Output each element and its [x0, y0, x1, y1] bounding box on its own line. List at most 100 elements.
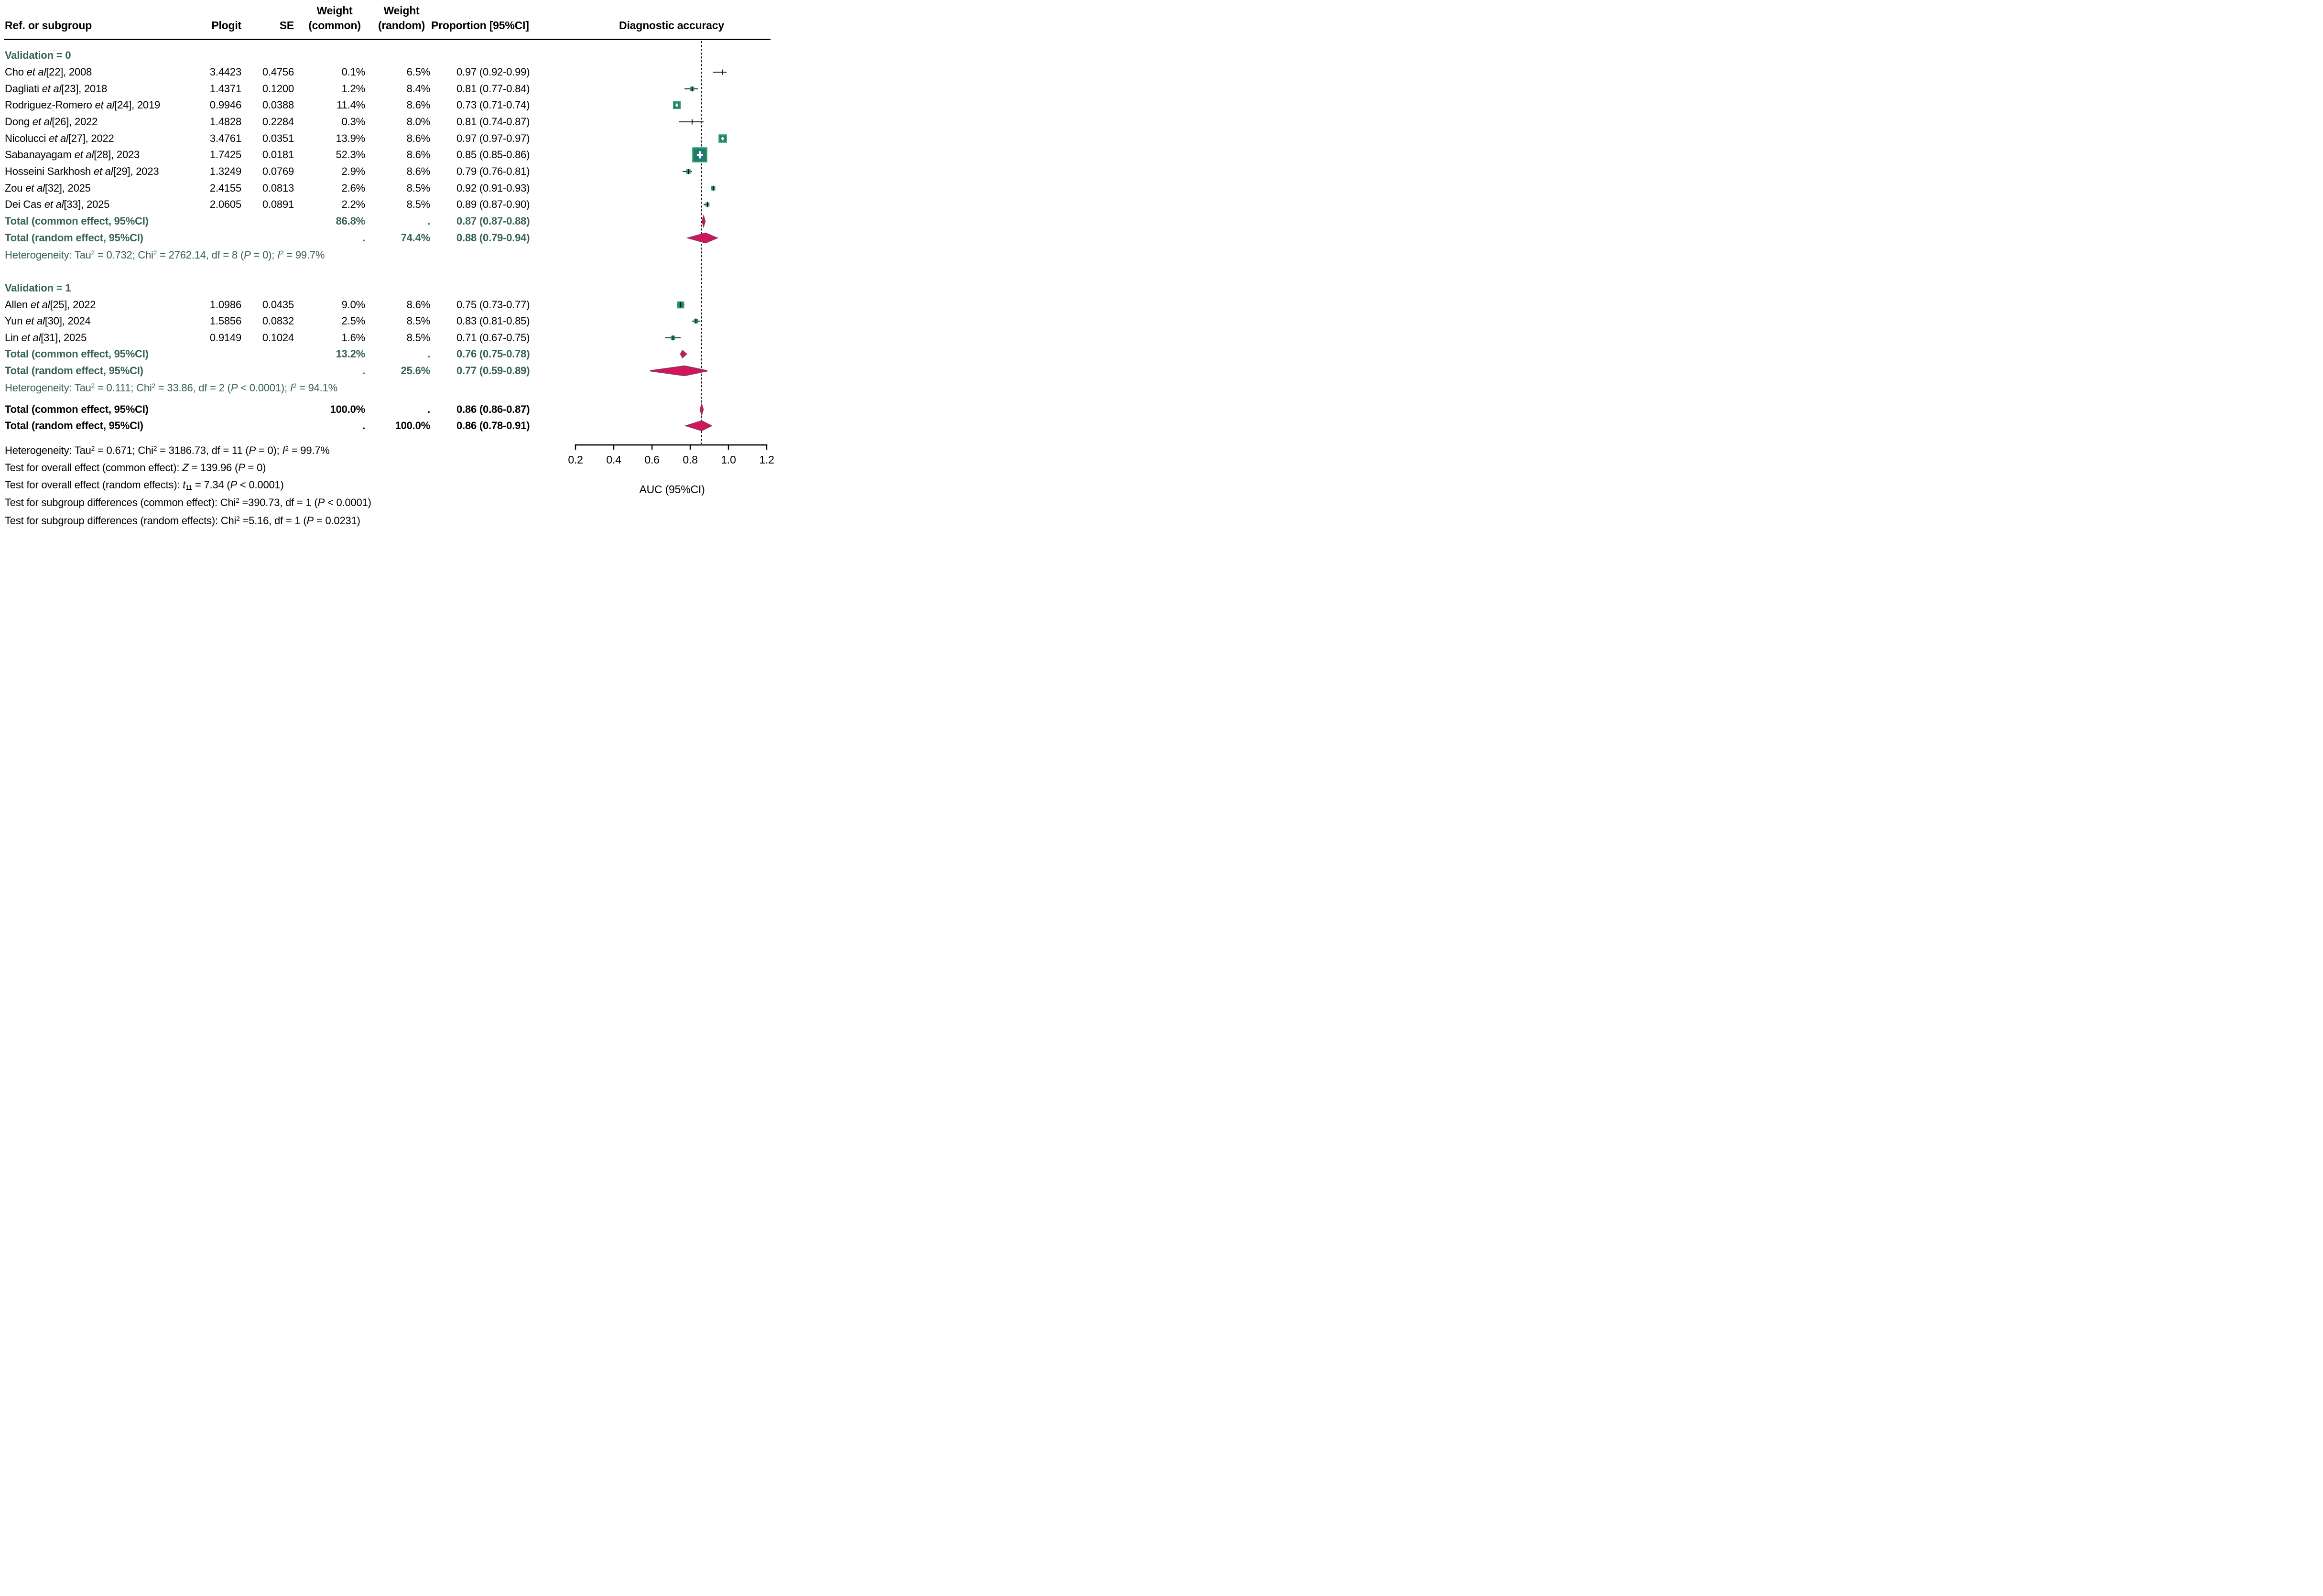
group-label: Validation = 0 — [5, 49, 71, 61]
study-name-ref: [22], 2008 — [46, 66, 92, 78]
text-segment: Heterogeneity: Tau — [5, 382, 91, 394]
text-segment: = 0.0231) — [314, 515, 360, 527]
study-name-etal: et al — [42, 83, 62, 95]
text-segment: I — [277, 249, 281, 261]
weight-common-value: 1.6% — [341, 332, 366, 344]
column-header-ref: Ref. or subgroup — [5, 19, 92, 32]
study-name-etal: et al — [26, 66, 46, 78]
proportion-value: 0.86 (0.78-0.91) — [456, 420, 530, 431]
study-name-ref: [24], 2019 — [114, 99, 161, 111]
text-segment: = 7.34 ( — [192, 479, 230, 491]
study-name-text: Nicolucci — [5, 132, 49, 144]
study-name-etal: et al — [49, 132, 68, 144]
study-name: Dong et al[26], 2022 — [5, 114, 215, 130]
footer-line: Test for subgroup differences (random ef… — [5, 513, 360, 528]
weight-random-value: 8.4% — [406, 83, 431, 95]
column-header-weight-random-line2: (random) — [378, 19, 425, 32]
study-row: Cho et al[22], 2008 3.4423 0.4756 0.1% 6.5% 0… — [0, 64, 774, 80]
study-name-text: Dagliati — [5, 83, 42, 95]
study-name: Nicolucci et al[27], 2022 — [5, 130, 215, 147]
plogit-value: 0.9946 — [209, 99, 241, 111]
proportion-value: 0.81 (0.77-0.84) — [456, 83, 530, 95]
proportion-value: 0.71 (0.67-0.75) — [456, 332, 530, 344]
se-value: 0.4756 — [262, 66, 294, 78]
se-value: 0.2284 — [262, 116, 294, 128]
weight-common-value: . — [362, 232, 365, 244]
proportion-value: 0.89 (0.87-0.90) — [456, 198, 530, 210]
text-segment: I — [282, 444, 285, 456]
text-segment: P — [244, 249, 251, 261]
text-segment: Z — [182, 462, 189, 474]
study-name-text: Lin — [5, 332, 22, 344]
plogit-value: 1.7425 — [209, 149, 241, 161]
study-name-etal: et al — [95, 99, 115, 111]
study-row: Zou et al[32], 2025 2.4155 0.0813 2.6% 8.5% 0… — [0, 180, 774, 196]
proportion-value: 0.87 (0.87-0.88) — [456, 215, 530, 227]
footer-line: Test for subgroup differences (common ef… — [5, 495, 371, 510]
study-name-text: Yun — [5, 315, 26, 327]
x-axis-tick-label: 0.6 — [644, 453, 660, 466]
proportion-value: 0.92 (0.91-0.93) — [456, 182, 530, 194]
weight-random-value: 8.6% — [406, 99, 431, 111]
x-axis-tick — [651, 444, 653, 450]
se-value: 0.0351 — [262, 132, 294, 144]
se-value: 0.0181 — [262, 149, 294, 161]
proportion-value: 0.77 (0.59-0.89) — [456, 365, 530, 377]
total-label: Total (random effect, 95%CI) — [5, 420, 143, 431]
footer-line: Heterogeneity: Tau2 = 0.671; Chi2 = 3186… — [5, 443, 330, 458]
proportion-value: 0.83 (0.81-0.85) — [456, 315, 530, 327]
weight-common-value: . — [362, 365, 365, 377]
x-axis-tick-label: 0.4 — [606, 453, 621, 466]
study-name-ref: [28], 2023 — [94, 149, 140, 161]
study-name-text: Allen — [5, 299, 31, 311]
study-name-ref: [32], 2025 — [44, 182, 91, 194]
plogit-value: 1.0986 — [209, 299, 241, 311]
weight-common-value: 11.4% — [337, 99, 365, 111]
weight-common-value: 2.5% — [341, 315, 366, 327]
plogit-value: 2.0605 — [209, 198, 241, 210]
proportion-value: 0.88 (0.79-0.94) — [456, 232, 530, 244]
plogit-value: 1.4371 — [209, 83, 241, 95]
text-segment: Test for subgroup differences (common ef… — [5, 496, 236, 508]
weight-random-value: . — [427, 215, 430, 227]
text-segment: 2 — [91, 382, 95, 390]
proportion-value: 0.85 (0.85-0.86) — [456, 149, 530, 161]
weight-common-value: 2.6% — [341, 182, 366, 194]
heterogeneity-text: Heterogeneity: Tau2 = 0.111; Chi2 = 33.8… — [5, 380, 531, 396]
proportion-value: 0.81 (0.74-0.87) — [456, 116, 530, 128]
study-name: Sabanayagam et al[28], 2023 — [5, 147, 215, 163]
total-row: Total (random effect, 95%CI). 25.6% 0.77 (… — [0, 363, 774, 379]
se-value: 0.0891 — [262, 198, 294, 210]
study-name: Hosseini Sarkhosh et al[29], 2023 — [5, 163, 215, 180]
text-segment: P — [230, 382, 238, 394]
weight-random-value: 74.4% — [401, 232, 431, 244]
group-label-row: Validation = 0 — [0, 47, 774, 64]
study-name-etal: et al — [44, 198, 64, 210]
text-segment: 2 — [293, 382, 297, 390]
study-name-etal: et al — [74, 149, 94, 161]
study-row: Lin et al[31], 2025 0.9149 0.1024 1.6% 8.5% 0… — [0, 330, 774, 346]
weight-random-value: 25.6% — [401, 365, 431, 377]
study-name-etal: et al — [25, 315, 45, 327]
study-name-ref: [30], 2024 — [44, 315, 91, 327]
weight-random-value: 8.6% — [406, 165, 431, 177]
study-name: Allen et al[25], 2022 — [5, 297, 215, 313]
heterogeneity-text: Heterogeneity: Tau2 = 0.732; Chi2 = 2762… — [5, 247, 531, 263]
study-name: Yun et al[30], 2024 — [5, 313, 215, 329]
weight-common-value: 2.9% — [341, 165, 366, 177]
plogit-value: 3.4761 — [209, 132, 241, 144]
weight-random-value: 8.6% — [406, 299, 431, 311]
text-segment: 2 — [280, 249, 284, 257]
column-header-plogit: Plogit — [211, 19, 241, 32]
study-name-etal: et al — [32, 116, 52, 128]
text-segment: = 0) — [245, 462, 266, 474]
total-row: Total (random effect, 95%CI). 100.0% 0.86 … — [0, 418, 774, 434]
x-axis-line — [575, 444, 768, 446]
text-segment: P — [306, 515, 314, 527]
column-header-diagnostic-accuracy: Diagnostic accuracy — [619, 19, 724, 32]
column-header-weight-common-line2: (common) — [308, 19, 361, 32]
text-segment: < 0.0001); — [238, 382, 290, 394]
study-name-etal: et al — [30, 299, 50, 311]
study-row: Yun et al[30], 2024 1.5856 0.0832 2.5% 8.5% 0… — [0, 313, 774, 329]
footer-line: Test for overall effect (random effects)… — [5, 477, 284, 493]
